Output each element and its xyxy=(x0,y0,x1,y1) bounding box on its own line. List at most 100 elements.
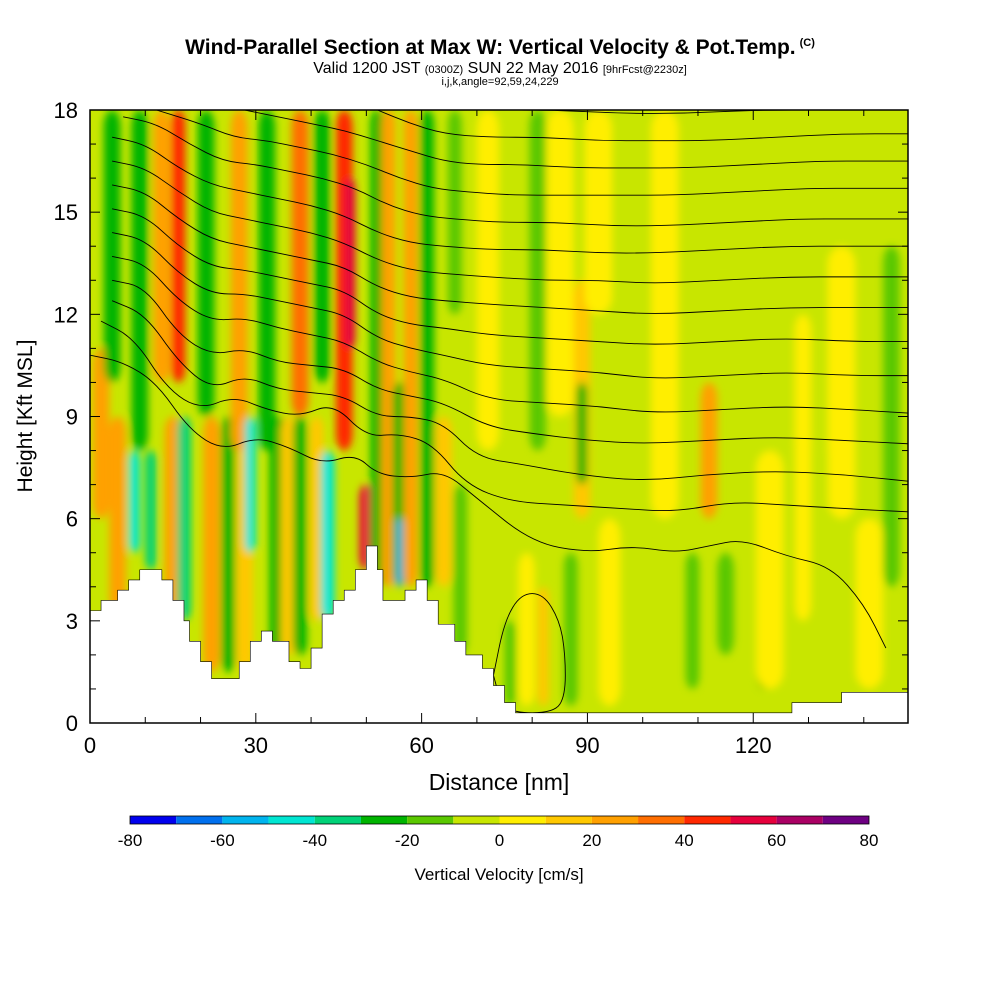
x-tick-label: 60 xyxy=(409,733,433,758)
velocity-feature xyxy=(313,110,331,383)
y-axis-label: Height [Kft MSL] xyxy=(14,340,37,493)
velocity-feature xyxy=(576,382,588,485)
velocity-feature xyxy=(700,382,718,519)
velocity-feature xyxy=(203,416,220,672)
velocity-feature xyxy=(435,416,453,587)
colorbar-tick-label: -40 xyxy=(302,831,327,850)
velocity-feature xyxy=(518,552,535,706)
pot-temp-contour xyxy=(100,320,908,513)
pot-temp-contour xyxy=(112,279,908,445)
velocity-feature xyxy=(634,518,651,706)
colorbar-bin xyxy=(453,816,500,824)
pot-temp-contour xyxy=(112,232,908,379)
x-tick-label: 0 xyxy=(84,733,96,758)
colorbar-bin xyxy=(776,816,823,824)
valid-time: Valid 1200 JST xyxy=(313,60,421,77)
pot-temp-contour xyxy=(123,116,908,227)
colorbar-bin xyxy=(407,816,454,824)
x-tick-label: 120 xyxy=(735,733,772,758)
velocity-feature xyxy=(827,246,856,519)
colorbar-bin xyxy=(591,816,639,824)
colorbar-bin xyxy=(638,816,685,824)
pot-temp-closed-contour xyxy=(493,593,566,714)
section-indices: i,j,k,angle=92,59,24,229 xyxy=(441,76,559,88)
velocity-feature xyxy=(584,110,613,315)
pot-temp-contour xyxy=(156,110,908,196)
copyright-mark: (C) xyxy=(799,37,815,49)
velocity-feature xyxy=(309,416,324,621)
colorbar-tick-label: 40 xyxy=(675,831,694,850)
pot-temp-contour xyxy=(112,184,908,314)
vertical-velocity-field xyxy=(92,110,900,706)
colorbar-bin xyxy=(314,816,361,824)
velocity-feature xyxy=(230,110,248,451)
colorbar-bin xyxy=(545,816,592,824)
velocity-feature xyxy=(153,110,171,383)
x-tick-label: 90 xyxy=(575,733,599,758)
colorbar-tick-label: -20 xyxy=(395,831,420,850)
velocity-feature xyxy=(92,348,110,519)
velocity-feature xyxy=(258,110,276,451)
colorbar-tick-label: 0 xyxy=(495,831,504,850)
velocity-feature xyxy=(447,110,462,315)
y-tick-label: 18 xyxy=(54,98,78,123)
colorbar: -80 -60 -40 -20 0 20 40 60 80 xyxy=(118,815,879,850)
pot-temp-contour xyxy=(112,136,908,254)
colorbar-label: Vertical Velocity [cm/s] xyxy=(414,865,583,884)
velocity-feature xyxy=(244,416,256,553)
colorbar-bin xyxy=(684,816,731,824)
pot-temp-contour xyxy=(112,208,908,345)
forecast-info: [9hrFcst@2230z] xyxy=(602,64,687,76)
velocity-feature xyxy=(344,178,356,349)
velocity-feature xyxy=(293,416,307,655)
velocity-feature xyxy=(883,246,900,587)
pot-temp-contour xyxy=(377,110,908,142)
velocity-feature xyxy=(717,552,734,655)
colorbar-tick-label: -80 xyxy=(118,831,143,850)
velocity-feature xyxy=(131,110,149,451)
pot-temp-contour xyxy=(111,300,908,482)
colorbar-bin xyxy=(268,816,315,824)
y-tick-label: 15 xyxy=(54,200,78,225)
velocity-feature xyxy=(177,416,191,621)
y-tick-label: 3 xyxy=(66,609,78,634)
colorbar-tick-label: 60 xyxy=(767,831,786,850)
velocity-feature xyxy=(291,110,309,417)
velocity-feature xyxy=(769,110,792,451)
velocity-feature xyxy=(392,382,407,587)
y-tick-label: 9 xyxy=(66,405,78,430)
y-tick-label: 12 xyxy=(54,302,78,327)
utc-time: (0300Z) xyxy=(424,64,464,76)
x-axis-label: Distance [nm] xyxy=(429,769,570,795)
x-tick-label: 30 xyxy=(244,733,268,758)
potential-temperature-contours xyxy=(90,110,908,714)
velocity-feature xyxy=(221,416,236,672)
velocity-feature xyxy=(396,518,403,587)
colorbar-bin xyxy=(176,816,223,824)
colorbar-tick-label: 80 xyxy=(860,831,879,850)
velocity-feature xyxy=(650,110,679,519)
pot-temp-contour xyxy=(112,160,908,284)
colorbar-tick-label: 20 xyxy=(582,831,601,850)
velocity-feature xyxy=(197,110,215,417)
velocity-feature xyxy=(453,484,468,655)
pot-temp-contour xyxy=(90,354,887,649)
plot-area xyxy=(90,110,908,723)
valid-date: SUN 22 May 2016 xyxy=(467,60,599,77)
velocity-feature xyxy=(145,450,157,570)
velocity-feature xyxy=(128,450,140,553)
velocity-feature xyxy=(320,450,335,621)
velocity-feature xyxy=(537,586,549,706)
velocity-feature xyxy=(756,450,784,689)
axes: 0 30 60 90 120 0 3 6 9 12 15 18 xyxy=(54,98,908,758)
chart-subtitle: Valid 1200 JST (0300Z) SUN 22 May 2016 [… xyxy=(0,60,1000,78)
velocity-feature xyxy=(504,620,516,706)
colorbar-bin xyxy=(222,816,269,824)
velocity-feature xyxy=(476,110,499,451)
terrain-outline xyxy=(90,545,908,723)
velocity-feature xyxy=(685,552,700,689)
y-tick-label: 0 xyxy=(66,711,78,736)
terrain xyxy=(90,545,908,723)
velocity-feature xyxy=(598,518,621,706)
